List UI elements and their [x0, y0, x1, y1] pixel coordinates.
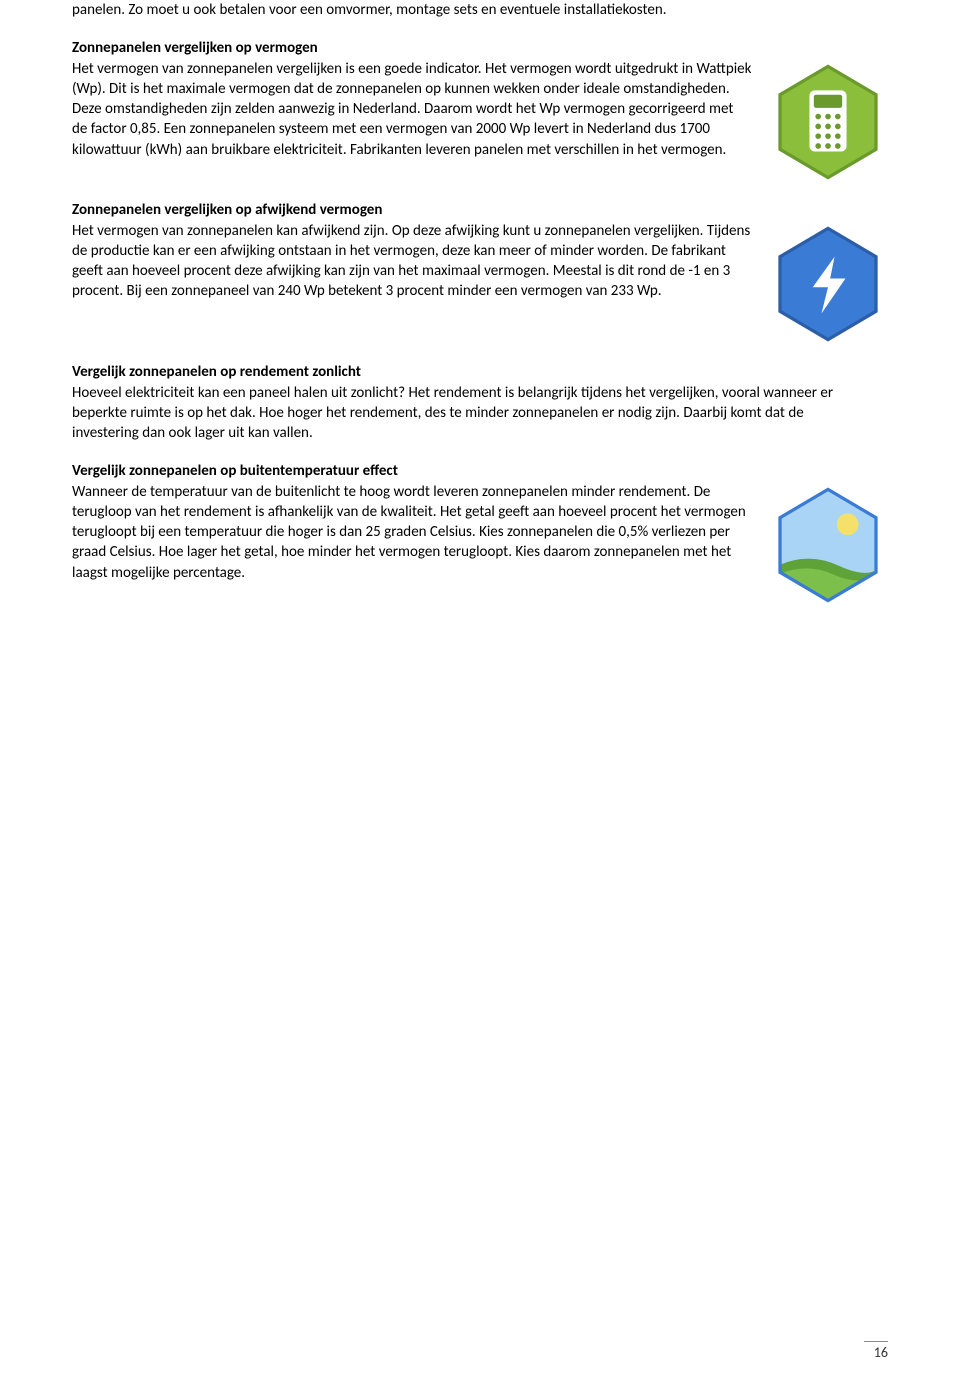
body-temperatuur: Wanneer de temperatuur van de buitenlich… [72, 483, 746, 582]
heading-temperatuur: Vergelijk zonnepanelen op buitentemperat… [72, 461, 752, 481]
heading-vermogen: Zonnepanelen vergelijken op vermogen [72, 38, 752, 58]
intro-text: panelen. Zo moet u ook betalen voor een … [72, 1, 667, 19]
body-vermogen: Het vermogen van zonnepanelen vergelijke… [72, 60, 751, 159]
calculator-icon [773, 62, 883, 182]
bolt-icon [773, 224, 883, 344]
heading-rendement: Vergelijk zonnepanelen op rendement zonl… [72, 362, 872, 382]
body-rendement: Hoeveel elektriciteit kan een paneel hal… [72, 384, 833, 443]
intro-section: panelen. Zo moet u ook betalen voor een … [72, 0, 888, 20]
body-afwijkend: Het vermogen van zonnepanelen kan afwijk… [72, 222, 750, 301]
page-number: 16 [864, 1341, 888, 1363]
landscape-icon [773, 485, 883, 605]
section-vermogen: Zonnepanelen vergelijken op vermogen Het… [72, 38, 888, 182]
section-afwijkend: Zonnepanelen vergelijken op afwijkend ve… [72, 200, 888, 344]
section-temperatuur: Vergelijk zonnepanelen op buitentemperat… [72, 461, 888, 605]
heading-afwijkend: Zonnepanelen vergelijken op afwijkend ve… [72, 200, 752, 220]
section-rendement: Vergelijk zonnepanelen op rendement zonl… [72, 362, 888, 443]
